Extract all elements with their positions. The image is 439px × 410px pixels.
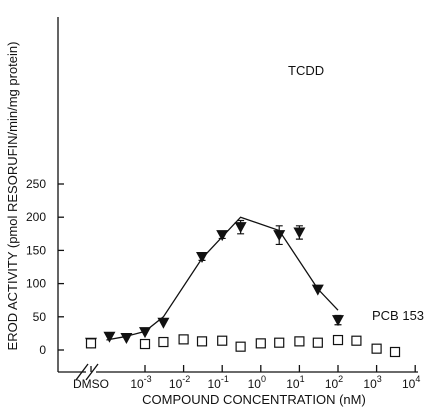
axis-break-mark: [85, 363, 99, 381]
y-tick-label: 100: [26, 277, 46, 291]
x-tick-label: 102: [325, 374, 343, 391]
point-tcdd: [332, 315, 344, 327]
y-axis-title: EROD ACTIVITY (pmol RESORUFIN/min/mg pro…: [5, 42, 20, 351]
point-pcb153: [351, 335, 362, 346]
series-label-tcdd: TCDD: [288, 63, 324, 78]
y-tick-label: 200: [26, 210, 46, 224]
point-tcdd: [139, 327, 151, 339]
point-pcb153: [217, 335, 228, 346]
x-tick-label: 10-3: [130, 374, 151, 391]
point-tcdd: [157, 317, 170, 329]
point-pcb153: [178, 334, 189, 345]
x-tick-label: 10-1: [208, 374, 229, 391]
series-label-pcb153: PCB 153: [372, 308, 424, 323]
point-pcb153: [332, 334, 344, 346]
x-tick-label: 10-2: [169, 374, 190, 391]
data-points: [85, 219, 401, 358]
point-pcb153: [255, 338, 266, 349]
y-tick-label: 250: [26, 177, 46, 191]
x-tick-label: 100: [248, 374, 266, 391]
point-tcdd: [293, 227, 306, 239]
point-tcdd: [196, 252, 209, 264]
point-pcb153: [274, 337, 285, 348]
axis-break-mark: [75, 363, 89, 381]
point-tcdd: [234, 222, 247, 234]
point-pcb153: [371, 343, 382, 354]
y-tick-label: 0: [39, 343, 46, 357]
point-pcb153: [294, 336, 305, 347]
point-pcb153: [235, 341, 246, 352]
point-pcb153: [85, 338, 97, 349]
point-pcb153: [389, 346, 401, 358]
point-pcb153: [139, 338, 151, 350]
point-tcdd: [103, 331, 116, 343]
point-tcdd: [311, 284, 324, 296]
point-pcb153: [158, 336, 169, 348]
x-tick-label: 101: [286, 374, 304, 391]
y-ticks: 0 50 100 150 200 250: [26, 177, 64, 357]
point-pcb153: [196, 336, 208, 347]
point-tcdd: [216, 230, 229, 242]
point-tcdd: [120, 333, 133, 345]
y-tick-label: 150: [26, 243, 46, 257]
x-tick-label: 103: [363, 374, 381, 391]
point-tcdd: [273, 230, 286, 242]
dmso-tick-label: DMSO: [73, 377, 109, 391]
x-tick-label: 104: [402, 374, 420, 391]
x-ticks: 10-3 10-2 10-1 100 101 102 103 104: [90, 365, 420, 391]
x-axis-title: COMPOUND CONCENTRATION (nM): [142, 392, 366, 407]
point-pcb153: [312, 337, 323, 348]
y-tick-label: 50: [33, 310, 47, 324]
